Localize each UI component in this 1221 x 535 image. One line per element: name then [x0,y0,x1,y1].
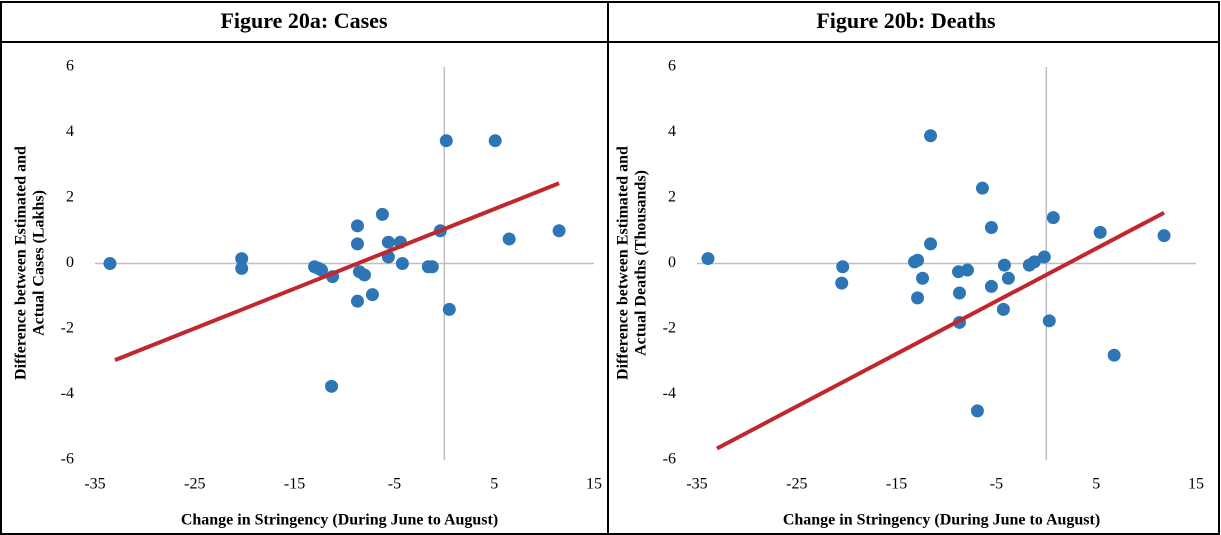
y-tick-label: 0 [66,254,74,271]
data-point [1046,211,1060,225]
data-point [924,129,938,143]
data-point [1042,314,1056,328]
data-point [395,257,409,270]
data-point [997,258,1011,272]
y-tick-label: -2 [663,320,676,337]
data-point [103,257,117,270]
data-point [836,260,850,274]
y-axis-label: Actual Deaths (Thousands) [633,170,650,356]
trend-line [716,210,1165,451]
y-tick-label: 6 [66,58,74,75]
x-tick-label: 15 [1188,476,1204,493]
data-point [911,253,925,267]
data-point [1001,271,1015,285]
chart-title: Figure 20a: Cases [220,8,387,33]
y-axis-label: Difference between Estimated and [13,146,30,380]
y-tick-label: 2 [66,189,74,206]
chart-panel: Figure 20a: Cases -35 -25 -15 -5 5 15 -6 -4 -2 0 2 4… [13,8,602,529]
data-point [916,271,930,285]
data-point [552,224,566,238]
data-point [350,294,364,308]
trend-line [114,181,560,362]
chart-title: Figure 20b: Deaths [816,8,996,33]
y-tick-label: -6 [663,451,676,468]
data-point [365,288,379,302]
y-tick-label: 0 [668,254,676,271]
x-tick-label: -35 [84,476,105,493]
x-axis-label: Change in Stringency (During June to Aug… [783,512,1100,529]
x-tick-label: -35 [686,476,707,493]
data-point [350,219,364,233]
data-point [425,260,439,274]
y-tick-label: -6 [61,451,74,468]
data-point [442,302,456,316]
x-axis-label: Change in Stringency (During June to Aug… [181,512,498,529]
x-tick-label: -15 [284,476,305,493]
y-tick-label: 6 [668,58,676,75]
y-tick-label: -4 [663,385,676,402]
data-point [488,134,502,148]
data-point [235,252,249,266]
data-point [984,220,998,234]
y-axis-label: Actual Cases (Lakhs) [31,190,48,336]
y-axis-label: Difference between Estimated and [615,146,632,380]
x-tick-label: -5 [388,476,401,493]
chart-panel: Figure 20b: Deaths -35 -25 -15 -5 5 15 -6 -4 -2 0 2… [615,8,1204,529]
data-point [924,237,938,251]
y-tick-label: 4 [66,123,74,140]
data-point [439,134,453,148]
data-point [235,261,249,275]
y-tick-label: 2 [668,189,676,206]
data-point [1093,225,1107,239]
data-point [911,291,925,305]
data-point [325,379,339,393]
x-tick-label: -5 [990,476,1003,493]
data-point [701,252,715,266]
data-point [1107,348,1121,362]
y-tick-label: -2 [61,320,74,337]
data-point [1037,250,1051,264]
data-point [1157,229,1171,243]
data-point [381,235,395,249]
data-point [357,268,371,282]
x-tick-label: -25 [786,476,807,493]
data-point [502,232,516,246]
data-point [315,263,329,277]
x-tick-label: 15 [586,476,602,493]
data-point [984,279,998,293]
x-tick-label: -15 [886,476,907,493]
data-point [960,263,974,277]
data-point [996,302,1010,316]
data-point [350,237,364,251]
data-point [952,286,966,300]
y-tick-label: 4 [668,123,676,140]
x-tick-label: 5 [1092,476,1100,493]
data-point [970,404,984,418]
data-point [375,207,389,221]
y-tick-label: -4 [61,385,74,402]
data-point [835,276,849,290]
x-tick-label: -25 [184,476,205,493]
data-point [975,181,989,195]
x-tick-label: 5 [490,476,498,493]
data-point [1027,255,1041,269]
